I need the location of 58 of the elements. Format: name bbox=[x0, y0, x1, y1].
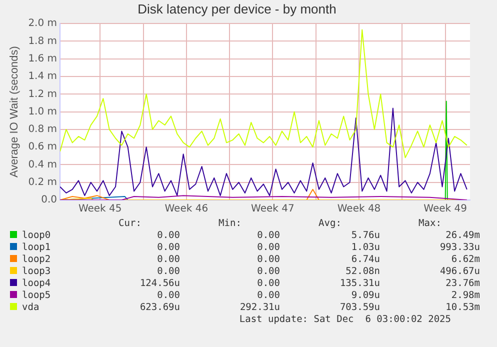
text: 0.00 bbox=[156, 266, 180, 278]
y-tick-label: 0.0 bbox=[41, 194, 58, 206]
text: 135.31u bbox=[338, 278, 380, 290]
legend-label: loop3 bbox=[21, 266, 52, 278]
text: 0.00 bbox=[256, 290, 280, 302]
text: 1.03u bbox=[350, 242, 380, 254]
legend-label: loop2 bbox=[21, 254, 52, 266]
text: 10.53m bbox=[444, 302, 480, 314]
text: 0.00 bbox=[156, 242, 180, 254]
text: 23.76m bbox=[444, 278, 480, 290]
text: 6.74u bbox=[350, 254, 380, 266]
y-tick-label: 1.4 m bbox=[28, 71, 58, 82]
text: 124.56u bbox=[138, 278, 180, 290]
text: Min: bbox=[218, 218, 242, 230]
y-tick-label: 2.0 m bbox=[28, 18, 58, 30]
text: Cur: bbox=[118, 218, 142, 230]
y-axis-title: Average IO Wait (seconds) bbox=[8, 46, 21, 178]
y-tick-label: 1.6 m bbox=[28, 53, 58, 64]
text: 2.98m bbox=[450, 290, 480, 302]
text: 52.08n bbox=[344, 266, 380, 278]
text: Max: bbox=[418, 218, 442, 230]
text: 623.69u bbox=[138, 302, 180, 314]
text: 703.59u bbox=[338, 302, 380, 314]
text: 0.00 bbox=[156, 290, 180, 302]
y-tick-label: 0.2 m bbox=[28, 176, 58, 188]
text: 0.00 bbox=[256, 254, 280, 266]
text: 0.00 bbox=[156, 254, 180, 266]
y-tick-label: 1.8 m bbox=[28, 36, 58, 47]
text: 292.31u bbox=[238, 302, 280, 314]
text: Last update: Sat Dec 6 03:00:02 2025 bbox=[238, 314, 451, 325]
legend-label: loop4 bbox=[21, 278, 52, 290]
legend-label: loop1 bbox=[21, 242, 52, 254]
legend-label: loop5 bbox=[21, 290, 52, 302]
text: 496.67u bbox=[438, 266, 480, 278]
y-tick-label: 0.4 m bbox=[28, 159, 58, 170]
text: Avg: bbox=[318, 218, 342, 230]
text: 6.62m bbox=[450, 254, 480, 266]
text: 26.49m bbox=[444, 230, 480, 242]
x-tick-label: Week 46 bbox=[164, 204, 208, 215]
x-tick-label: Week 45 bbox=[78, 204, 122, 215]
legend-label: vda bbox=[21, 302, 40, 314]
text: 0.00 bbox=[256, 242, 280, 254]
text: 0.00 bbox=[256, 230, 280, 242]
text: 0.00 bbox=[256, 278, 280, 290]
x-tick-label: Week 47 bbox=[251, 204, 294, 215]
text: 0.00 bbox=[256, 266, 280, 278]
y-tick-label: 0.8 m bbox=[28, 124, 58, 136]
text: 993.33u bbox=[438, 242, 480, 254]
x-tick-label: Week 48 bbox=[337, 204, 381, 215]
text: 5.76u bbox=[350, 230, 380, 242]
y-tick-label: 1.2 m bbox=[28, 88, 58, 100]
legend-label: loop0 bbox=[21, 230, 52, 242]
y-tick-label: 1.0 m bbox=[28, 106, 58, 118]
text: 9.09u bbox=[350, 290, 380, 302]
y-tick-label: 0.6 m bbox=[28, 142, 58, 153]
chart-title: Disk latency per device - by month bbox=[138, 1, 336, 16]
x-tick-label: Week 49 bbox=[424, 204, 467, 215]
text: 0.00 bbox=[156, 230, 180, 242]
